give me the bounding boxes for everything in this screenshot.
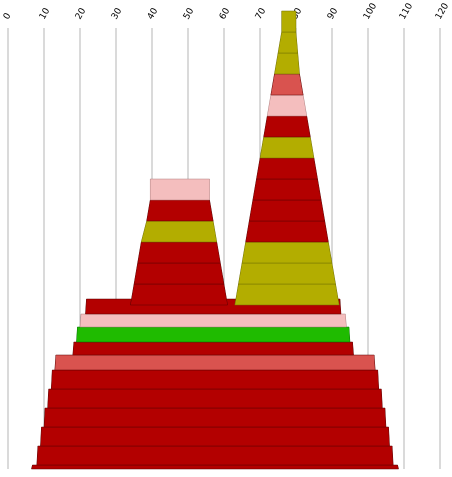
x-tick-label: 10 (38, 6, 53, 21)
band-pink (149, 178, 210, 201)
stack-2 (130, 178, 228, 306)
band-red (133, 262, 225, 285)
band-olive (281, 10, 297, 33)
band-salmon (54, 354, 376, 371)
band-red (245, 220, 329, 243)
band-red (40, 426, 390, 447)
x-tick-label: 30 (110, 6, 125, 21)
band-red (50, 369, 380, 390)
band-red (47, 388, 383, 409)
band-red (256, 157, 318, 180)
stack-3 (234, 10, 340, 306)
x-tick-label: 120 (434, 1, 451, 21)
band-red (31, 464, 399, 470)
x-axis-tick-labels: 0 10 20 30 40 50 60 70 80 90 100 110 120 (2, 1, 451, 21)
x-tick-label: 90 (326, 6, 341, 21)
band-red (263, 115, 311, 138)
x-tick-label: 0 (2, 11, 14, 21)
band-red (252, 178, 322, 201)
band-red (130, 283, 228, 306)
band-olive (277, 31, 299, 54)
band-red (137, 241, 221, 264)
band-olive (274, 52, 300, 75)
x-tick-label: 50 (182, 6, 197, 21)
band-olive (140, 220, 218, 243)
band-red (43, 407, 387, 428)
band-green (76, 326, 351, 343)
x-tick-label: 40 (146, 6, 161, 21)
band-red (72, 341, 354, 356)
band-olive (241, 241, 333, 264)
band-olive (238, 262, 336, 285)
x-tick-label: 20 (74, 6, 89, 21)
band-olive (234, 283, 340, 306)
x-tick-label: 70 (254, 6, 269, 21)
stack-1 (31, 298, 399, 470)
band-red (248, 199, 326, 222)
band-salmon (270, 73, 304, 96)
band-olive (259, 136, 315, 159)
band-red (146, 199, 214, 222)
x-tick-label: 100 (362, 1, 379, 21)
band-pink (266, 94, 308, 117)
chart-bands (31, 10, 399, 470)
band-pink (79, 313, 347, 328)
x-tick-label: 110 (398, 1, 415, 21)
x-tick-label: 60 (218, 6, 233, 21)
band-red (36, 445, 394, 466)
